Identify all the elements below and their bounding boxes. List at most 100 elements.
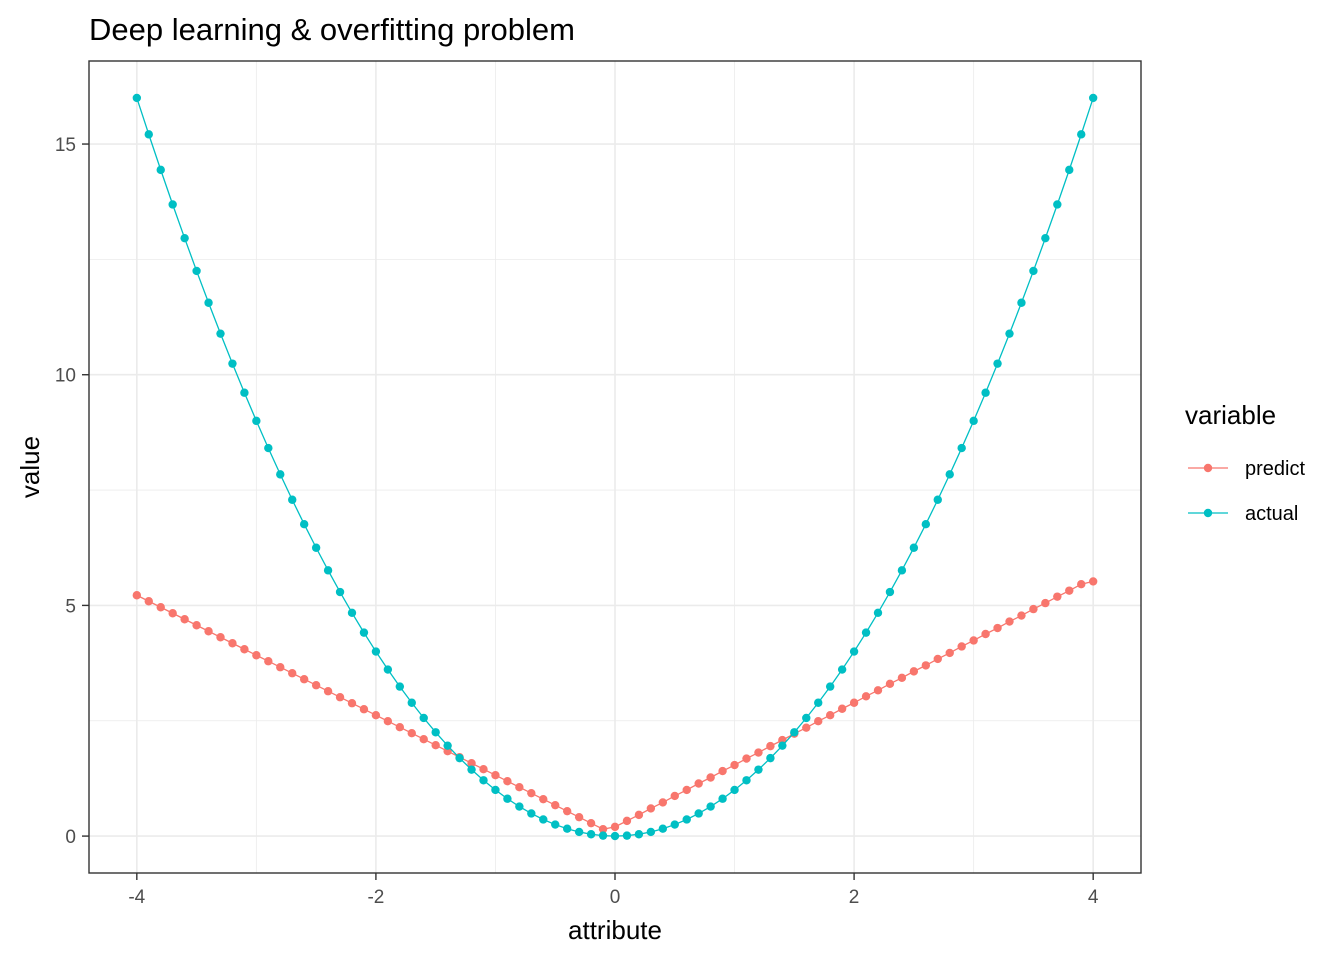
data-point-actual [658, 824, 668, 833]
data-point-predict [539, 794, 548, 804]
data-point-predict [311, 681, 321, 690]
data-point-actual [431, 728, 440, 737]
legend-label: predict [1245, 458, 1305, 480]
data-point-predict [598, 824, 608, 834]
x-tick-label: 0 [610, 887, 621, 908]
data-point-predict [503, 776, 512, 786]
data-point-predict [347, 699, 357, 708]
series-actual [132, 93, 1098, 841]
data-point-actual [742, 776, 751, 785]
data-point-actual [539, 815, 548, 824]
data-point-actual [228, 359, 237, 368]
data-point-actual [359, 628, 369, 637]
legend-key-point [1203, 508, 1213, 518]
data-point-predict [144, 597, 153, 606]
data-point-predict [479, 764, 488, 774]
data-point-actual [622, 831, 632, 840]
data-point-actual [1053, 200, 1062, 209]
data-point-predict [1017, 611, 1026, 620]
data-point-predict [766, 741, 775, 751]
data-point-actual [694, 809, 703, 818]
data-point-predict [288, 669, 297, 678]
data-point-actual [861, 628, 871, 637]
data-point-actual [264, 443, 273, 453]
data-point-actual [909, 543, 919, 552]
data-point-actual [335, 587, 345, 597]
data-point-predict [885, 679, 895, 689]
data-point-actual [443, 741, 452, 750]
data-point-predict [742, 754, 751, 763]
data-point-predict [730, 760, 739, 770]
data-point-predict [323, 687, 333, 696]
data-point-actual [168, 200, 177, 209]
data-point-predict [132, 591, 142, 600]
data-point-predict [873, 686, 883, 695]
data-point-predict [562, 806, 572, 816]
data-point-predict [240, 645, 249, 654]
data-point-predict [299, 675, 309, 684]
data-point-actual [957, 443, 966, 453]
data-point-actual [383, 665, 393, 674]
data-point-actual [276, 470, 285, 479]
data-point-actual [192, 266, 201, 276]
data-point-predict [515, 782, 524, 792]
data-point-predict [192, 621, 201, 630]
data-point-predict [861, 692, 871, 701]
data-point-predict [646, 804, 656, 813]
data-point-actual [407, 698, 416, 707]
legend-items: predict actual [1188, 458, 1305, 525]
data-point-actual [670, 820, 679, 829]
data-point-actual [885, 587, 895, 597]
data-point-actual [790, 728, 799, 737]
legend-title: variable [1185, 400, 1276, 430]
data-point-predict [264, 657, 273, 666]
data-point-predict [156, 603, 165, 612]
data-point-predict [802, 723, 811, 732]
data-point-predict [180, 615, 189, 624]
data-point-predict [419, 735, 428, 744]
data-point-predict [909, 667, 919, 676]
y-tick-label: 15 [55, 135, 76, 156]
data-point-predict [849, 698, 859, 707]
data-point-actual [1065, 165, 1074, 175]
data-point-actual [479, 776, 488, 785]
legend: variable predict actual [1185, 400, 1305, 525]
data-point-predict [1029, 604, 1038, 614]
data-point-actual [455, 753, 464, 763]
data-point-actual [1041, 233, 1050, 243]
x-axis: -4 -2 0 2 4 [128, 873, 1099, 908]
data-point-actual [778, 741, 787, 750]
data-point-actual [311, 543, 321, 552]
data-point-predict [467, 759, 476, 768]
data-point-actual [467, 765, 476, 774]
data-point-actual [144, 130, 153, 139]
data-point-actual [132, 93, 142, 103]
data-point-predict [383, 717, 393, 726]
x-tick-label: 2 [849, 887, 860, 908]
data-point-predict [718, 766, 727, 776]
data-point-predict [1077, 579, 1086, 589]
data-point-predict [252, 651, 261, 660]
data-point-predict [814, 717, 823, 726]
data-point-actual [718, 794, 727, 803]
data-point-predict [359, 705, 369, 714]
data-point-actual [288, 495, 297, 504]
data-point-predict [168, 609, 177, 618]
x-tick-label: 4 [1088, 887, 1099, 908]
data-point-actual [730, 785, 739, 795]
data-point-predict [957, 642, 966, 651]
data-point-predict [969, 636, 978, 645]
data-point-actual [873, 608, 883, 617]
data-point-actual [515, 802, 524, 811]
data-point-actual [503, 794, 512, 803]
data-point-actual [204, 298, 213, 307]
data-point-actual [323, 566, 333, 575]
x-tick-label: -4 [128, 887, 145, 908]
data-point-predict [276, 663, 285, 672]
data-point-actual [682, 815, 691, 824]
data-point-predict [527, 788, 536, 798]
data-point-predict [1005, 617, 1014, 626]
data-point-predict [228, 639, 237, 648]
data-point-predict [658, 798, 668, 807]
